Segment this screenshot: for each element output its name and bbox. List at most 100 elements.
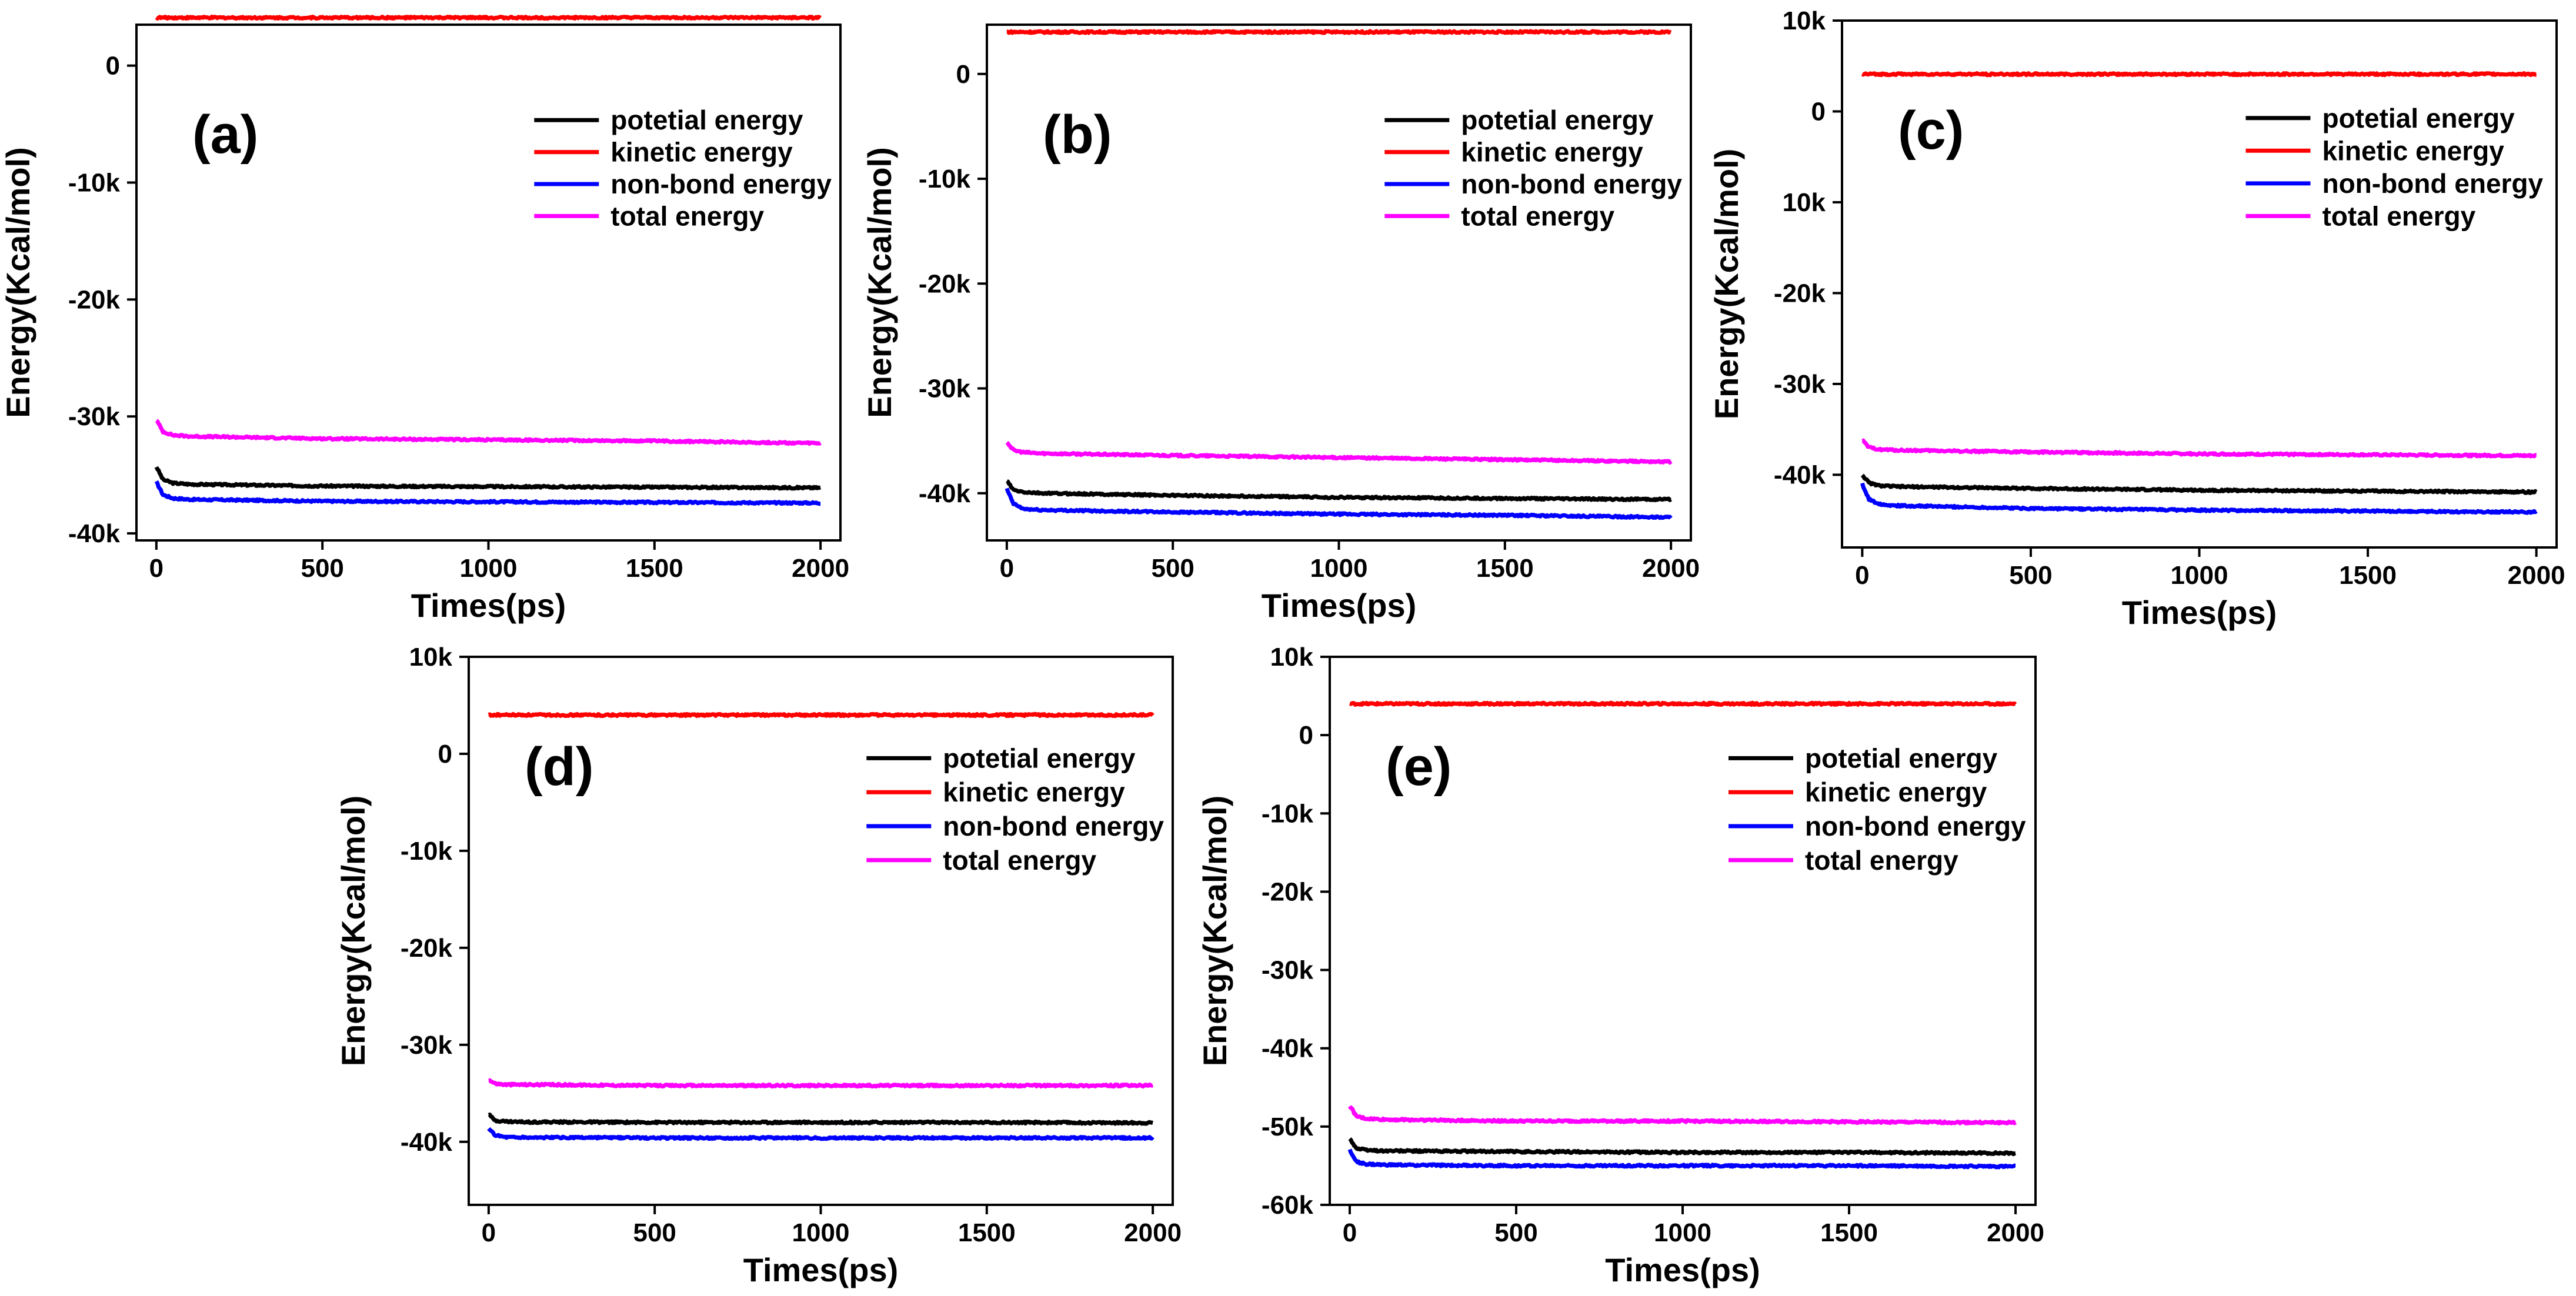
series-line-1 bbox=[1861, 71, 2538, 78]
series-line-3 bbox=[488, 1078, 1154, 1089]
x-tick-label: 1000 bbox=[2171, 561, 2228, 590]
x-tick-label: 1000 bbox=[1654, 1218, 1711, 1247]
x-tick-label: 500 bbox=[1151, 554, 1194, 583]
legend-entry-2: non-bond energy bbox=[943, 811, 1164, 841]
legend-entry-2: non-bond energy bbox=[610, 169, 832, 199]
x-axis-label: Times(ps) bbox=[1262, 587, 1416, 624]
series-line-0 bbox=[1006, 479, 1672, 503]
series-line-2 bbox=[1347, 1148, 2017, 1170]
y-tick-label: 0 bbox=[106, 52, 120, 81]
y-tick-label: -40k bbox=[401, 1128, 453, 1157]
y-tick-label: -30k bbox=[401, 1031, 453, 1060]
legend-entry-3: total energy bbox=[1805, 845, 1958, 876]
y-tick-label: -40k bbox=[1262, 1034, 1314, 1063]
plot-frame bbox=[986, 24, 1692, 542]
y-tick-label: -20k bbox=[401, 934, 453, 963]
series-line-0 bbox=[488, 1113, 1154, 1126]
x-tick-label: 2000 bbox=[1642, 554, 1700, 583]
series-line-3 bbox=[155, 419, 822, 446]
series-line-1 bbox=[155, 15, 822, 21]
y-tick-label: 0 bbox=[1811, 97, 1826, 126]
y-tick-label: 0 bbox=[438, 740, 452, 769]
y-tick-label: -40k bbox=[1774, 460, 1826, 489]
x-tick-label: 2000 bbox=[1987, 1218, 2044, 1247]
x-axis-label: Times(ps) bbox=[411, 587, 566, 624]
x-tick-label: 1500 bbox=[626, 554, 683, 583]
x-tick-label: 500 bbox=[2009, 561, 2052, 590]
series-line-1 bbox=[1349, 700, 2017, 707]
legend-entry-0: potetial energy bbox=[1461, 105, 1654, 135]
legend-entry-2: non-bond energy bbox=[1805, 811, 2026, 841]
legend-entry-1: kinetic energy bbox=[1805, 777, 1987, 807]
x-tick-label: 500 bbox=[1494, 1218, 1537, 1247]
chart-panel-d: 0 500 1000 1500 2000 10k 0 -10k -20k -30k -40k Time… bbox=[335, 643, 1182, 1288]
panel-label: (a) bbox=[192, 105, 258, 165]
series-line-2 bbox=[487, 1127, 1154, 1141]
y-axis-label: Energy(Kcal/mol) bbox=[1709, 149, 1745, 420]
chart-panel-c: 0 500 1000 1500 2000 10k 0 10k -20k -30k -40k Times… bbox=[1709, 6, 2565, 631]
x-tick-label: 2000 bbox=[792, 554, 849, 583]
series-line-3 bbox=[1861, 438, 2538, 459]
legend-entry-1: kinetic energy bbox=[610, 137, 793, 168]
series-line-3 bbox=[1347, 1105, 2017, 1126]
x-axis-label: Times(ps) bbox=[2122, 594, 2277, 631]
series-line-2 bbox=[1005, 487, 1673, 520]
y-tick-label: -10k bbox=[68, 168, 121, 197]
y-axis-label: Energy(Kcal/mol) bbox=[1197, 796, 1233, 1067]
y-axis-label: Energy(Kcal/mol) bbox=[335, 796, 372, 1067]
x-tick-label: 500 bbox=[301, 554, 343, 583]
legend-entry-2: non-bond energy bbox=[2322, 168, 2543, 199]
y-tick-label: -40k bbox=[68, 519, 121, 548]
x-tick-label: 0 bbox=[149, 554, 163, 583]
y-tick-label: -10k bbox=[1262, 799, 1314, 828]
y-tick-label: -40k bbox=[919, 479, 971, 508]
plot-frame bbox=[1841, 19, 2558, 549]
legend-entry-0: potetial energy bbox=[1805, 743, 1998, 773]
legend-entry-3: total energy bbox=[610, 201, 764, 231]
x-tick-label: 1500 bbox=[2339, 561, 2397, 590]
x-tick-label: 1000 bbox=[792, 1218, 850, 1247]
chart-panel-a: 0 500 1000 1500 2000 0 -10k -20k -30k -40k Times(p… bbox=[0, 15, 849, 624]
y-tick-label: 0 bbox=[1299, 721, 1313, 750]
y-tick-label: -50k bbox=[1262, 1113, 1314, 1141]
y-tick-label: -20k bbox=[919, 269, 971, 298]
x-tick-label: 1500 bbox=[958, 1218, 1016, 1247]
legend-entry-0: potetial energy bbox=[2322, 103, 2515, 133]
series-line-3 bbox=[1005, 440, 1673, 465]
y-tick-label: -30k bbox=[68, 402, 121, 431]
y-tick-label: -30k bbox=[1774, 370, 1826, 399]
y-tick-label: 10k bbox=[1270, 643, 1314, 672]
series-line-0 bbox=[154, 466, 822, 491]
x-tick-label: 0 bbox=[1855, 561, 1869, 590]
panel-label: (d) bbox=[525, 737, 593, 797]
y-tick-label: -10k bbox=[401, 837, 453, 866]
y-tick-label: -60k bbox=[1262, 1191, 1314, 1220]
legend-entry-0: potetial energy bbox=[610, 105, 803, 135]
y-tick-label: 0 bbox=[956, 60, 970, 89]
y-tick-label: -20k bbox=[68, 285, 121, 314]
chart-panel-e: 0 500 1000 1500 2000 10k 0 -10k -20k -30k -40k -50k… bbox=[1197, 643, 2044, 1288]
legend-entry-3: total energy bbox=[943, 845, 1096, 876]
x-tick-label: 1500 bbox=[1476, 554, 1534, 583]
legend-entry-1: kinetic energy bbox=[1461, 137, 1643, 168]
legend-entry-0: potetial energy bbox=[943, 743, 1136, 773]
y-tick-label: -20k bbox=[1774, 279, 1826, 308]
series-line-0 bbox=[1348, 1137, 2017, 1157]
panel-label: (e) bbox=[1386, 737, 1451, 797]
series-line-1 bbox=[1006, 29, 1672, 35]
y-axis-label: Energy(Kcal/mol) bbox=[862, 147, 898, 418]
y-tick-label: 10k bbox=[1783, 188, 1826, 217]
x-tick-label: 500 bbox=[633, 1218, 676, 1247]
series-line-0 bbox=[1860, 473, 2538, 495]
x-tick-label: 1000 bbox=[460, 554, 518, 583]
legend-entry-2: non-bond energy bbox=[1461, 169, 1682, 199]
panel-label: (c) bbox=[1898, 101, 1964, 161]
legend-entry-3: total energy bbox=[1461, 201, 1614, 231]
x-tick-label: 1500 bbox=[1820, 1218, 1878, 1247]
legend-entry-1: kinetic energy bbox=[2322, 135, 2504, 166]
x-tick-label: 0 bbox=[482, 1218, 496, 1247]
x-tick-label: 0 bbox=[1343, 1218, 1357, 1247]
y-tick-label: -10k bbox=[919, 165, 971, 193]
y-axis-label: Energy(Kcal/mol) bbox=[0, 147, 36, 418]
y-tick-label: 10k bbox=[409, 643, 453, 672]
